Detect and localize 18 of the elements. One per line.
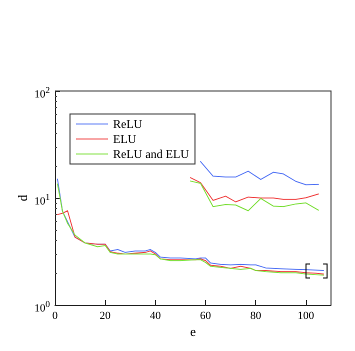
legend-label: ReLU (113, 117, 143, 131)
y-tick-label: 10$^{2}$ (34, 84, 50, 102)
x-tick-label: 40 (148, 310, 162, 323)
y-tick-label: 10$^{1}$ (34, 191, 50, 209)
x-tick-label: 0 (52, 310, 58, 322)
line-series (190, 180, 319, 212)
x-tick-label: 80 (249, 310, 262, 323)
line-series (190, 177, 319, 202)
x-tick-label: 60 (199, 310, 212, 323)
legend-label: ELU (113, 132, 137, 146)
line-series (57, 210, 324, 274)
legend-label: ReLU and ELU (113, 147, 190, 161)
y-axis-title: d (15, 194, 30, 202)
x-tick-label: 20 (98, 310, 112, 323)
x-tick-label: 100 (296, 310, 316, 323)
y-tick-label: 10$^{0}$ (34, 298, 50, 316)
x-axis-title: e (190, 324, 196, 339)
line-series (200, 161, 319, 186)
